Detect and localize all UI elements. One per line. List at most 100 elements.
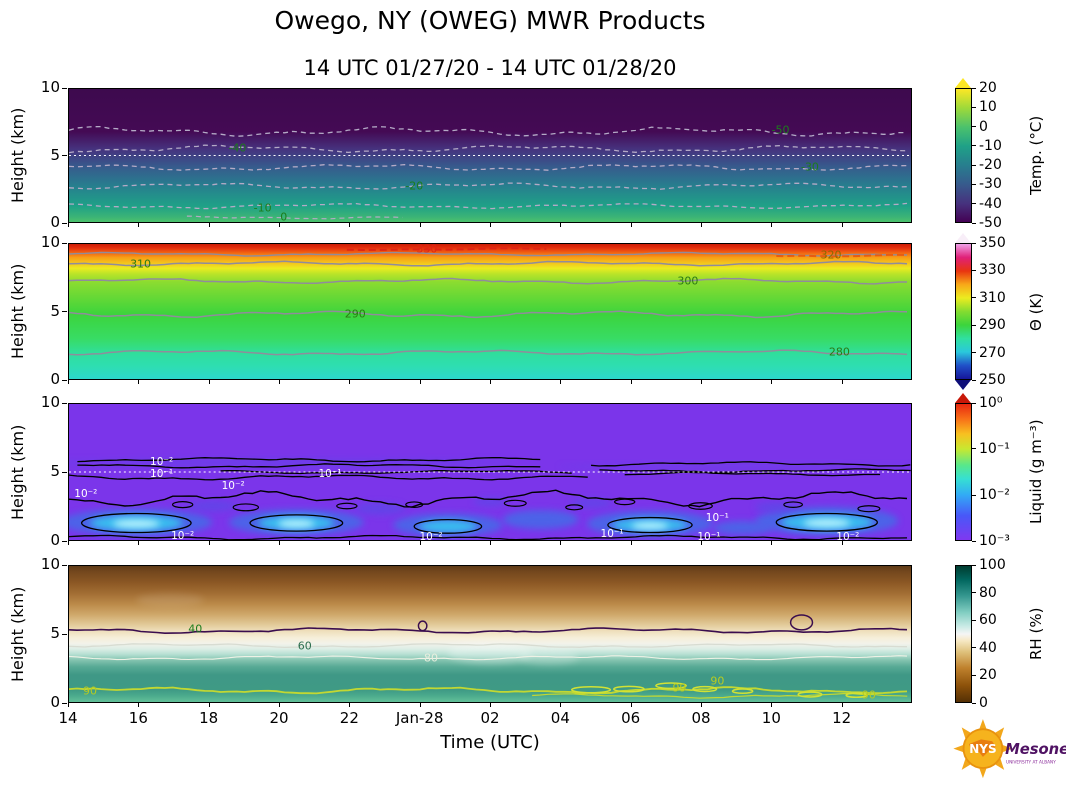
colorbar-tick-label: 10 [979,99,997,116]
colorbar-tick-label: -50 [979,215,1002,231]
colorbar-temperature [955,88,972,223]
contour-line [857,505,881,513]
x-tick-mark [349,223,351,227]
contour-line [845,692,868,698]
contour-line [69,655,908,661]
contour-line [503,499,527,507]
colorbar-tick-label: 10⁻¹ [979,440,1010,457]
y-tick-label: 10 [40,78,60,96]
y-tick-mark [62,471,67,473]
contour-line [69,182,908,190]
x-tick-mark [279,223,280,227]
y-tick-label: 5 [50,145,60,164]
contour-label: 10⁻¹ [600,527,624,540]
y-tick-mark [62,402,67,404]
contour-line [731,688,754,695]
x-tick-mark [841,380,843,384]
colorbar-tick-mark [972,297,976,299]
contour-line [624,471,881,477]
logo-tagline-text: UNIVERSITY AT ALBANY [1006,759,1056,764]
colorbar-tick-label: 20 [979,667,997,684]
colorbar-tick-label: 10⁻³ [979,533,1010,549]
contour-line [336,502,358,510]
y-tick-mark [62,633,67,635]
colorbar-tick-mark [972,592,976,594]
x-tick-mark [349,703,351,707]
colorbar-tick-mark [972,183,976,185]
x-tick-label: 20 [269,709,289,727]
x-tick-mark [138,380,140,384]
field-blob [502,510,579,530]
x-tick-label: 14 [58,709,78,727]
contour-line [797,691,823,698]
colorbar-title-theta: Θ (K) [1027,292,1045,331]
x-tick-mark [630,541,632,545]
field-blob [418,520,478,533]
colorbar-tick-label: 310 [979,289,1006,306]
panel-liquid: 10⁻² 10⁻¹ 10⁻² 10⁻¹ 10⁻² 10⁻² 10⁻² 10⁻¹ 10⁻¹ 10⁻¹… [68,403,912,541]
x-tick-mark [279,380,280,384]
field-blob [69,459,516,466]
colorbar-tick-label: 250 [979,372,1006,388]
contour-line [783,501,803,508]
x-tick-mark [560,541,562,545]
contour-label: 300 [677,274,699,288]
contour-label: 280 [828,345,850,359]
y-tick-label: 10 [40,393,60,411]
x-tick-label: 02 [480,709,500,727]
field-blob [186,500,238,512]
x-tick-mark [279,541,280,545]
contour-label: 10⁻¹ [697,530,721,541]
x-tick-mark [490,380,491,384]
colorbar-liquid [955,403,972,541]
x-tick-mark [208,380,210,384]
colorbar-theta [955,243,972,380]
colorbar-title-liquid: Liquid (g m⁻³) [1027,419,1045,525]
contour-line [69,144,908,154]
x-tick-label: 04 [550,709,570,727]
colorbar-tick-label: 350 [979,235,1006,251]
x-tick-mark [771,703,773,707]
colorbar-tick-label: 20 [979,80,997,96]
x-tick-label: 16 [128,709,148,727]
contour-label: 10⁻² [419,530,443,541]
contour-line [688,502,713,510]
field-blob [447,642,533,664]
contour-line [69,643,908,649]
contour-label: 40 [188,622,203,636]
contour-label: 0 [280,210,288,223]
contour-label: 90 [861,688,876,702]
x-tick-mark [701,380,702,384]
contour-label: 290 [344,307,366,321]
panel-theta-canvas [69,247,908,356]
contour-line [69,202,908,210]
x-tick-mark [349,380,351,384]
panel-theta: 310 290 300 280 320 330 [68,243,912,380]
contour-label: 60 [297,639,312,653]
field-blob [112,519,160,528]
contour-line [775,512,878,532]
colorbar-extend-top-arrow [955,233,971,243]
colorbar-tick-mark [972,222,976,224]
x-tick-mark [138,223,140,227]
contour-line [607,516,693,534]
colorbar-tick-mark [972,402,976,404]
contour-line [565,504,584,511]
colorbar-tick-mark [972,674,976,676]
colorbar-tick-mark [972,702,976,704]
contour-label: -40 [228,141,247,155]
x-tick-mark [841,703,843,707]
x-tick-mark [208,223,210,227]
x-tick-mark [138,541,140,545]
contour-line [570,686,612,694]
x-tick-mark [560,223,562,227]
contour-line [69,686,908,695]
contour-label: 90 [83,684,98,698]
colorbar-tick-label: 0 [979,695,988,711]
contour-label: 310 [130,257,152,271]
logo-sun-rays [953,719,1013,779]
field-blob [355,502,406,515]
colorbar-tick-mark [972,379,976,381]
contour-line [69,260,908,267]
panel-temperature-canvas [69,125,911,220]
